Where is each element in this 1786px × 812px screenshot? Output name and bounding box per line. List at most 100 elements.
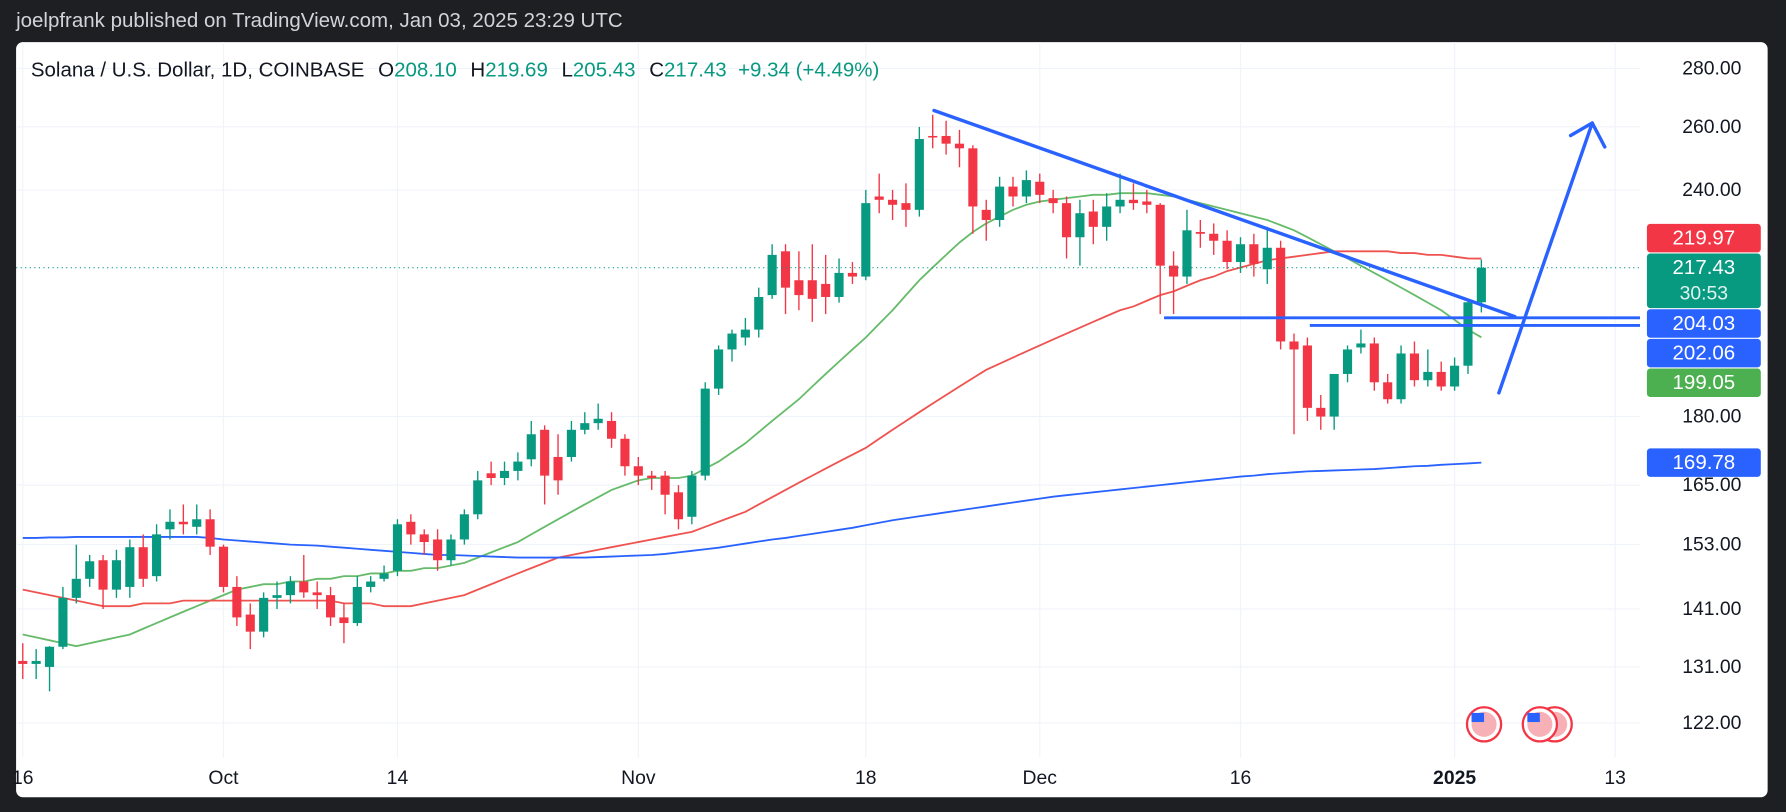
candle-body (1021, 180, 1031, 197)
candle-body (807, 280, 817, 299)
price-label-box (1646, 253, 1761, 309)
y-tick-label: 153.00 (1682, 534, 1741, 556)
ohlc-value: 205.43 (573, 58, 636, 81)
candle-body (1450, 365, 1460, 387)
candle-body (1463, 302, 1473, 366)
y-tick-label: 180.00 (1682, 406, 1741, 428)
candle-body (553, 456, 563, 481)
candle-body (1356, 343, 1366, 348)
candle-body (419, 534, 429, 543)
ohlc-value: 219.69 (485, 58, 548, 81)
ohlc-key: C (649, 58, 664, 81)
x-tick-label: Oct (208, 767, 239, 789)
candle-body (1182, 230, 1192, 277)
candle-body (1369, 343, 1379, 383)
price-label-box (1646, 338, 1761, 368)
x-tick-label: 13 (1604, 767, 1626, 789)
candle-body (31, 660, 41, 664)
moving-average-line (22, 461, 1482, 559)
candle-body (1262, 247, 1272, 270)
candle-body (714, 349, 724, 389)
candle-body (312, 592, 322, 596)
candle-body (98, 560, 108, 590)
candle-body (540, 429, 550, 476)
candle-body (995, 186, 1005, 221)
countdown-label: 30:53 (1680, 282, 1728, 304)
price-label: 169.78 (1673, 451, 1736, 474)
candle-body (1142, 201, 1152, 205)
ohlc-value: 208.10 (394, 58, 457, 81)
candle-body (767, 254, 777, 296)
x-tick-label: 16 (1230, 767, 1252, 789)
candle-body (1061, 203, 1072, 238)
candle-body (1423, 371, 1433, 381)
candle-body (459, 514, 469, 540)
candle-body (954, 143, 965, 149)
candle-body (1383, 382, 1393, 400)
candle-body (1329, 373, 1339, 417)
candle-body (1222, 240, 1232, 263)
price-label: 217.43 (1673, 256, 1736, 279)
price-label: 202.06 (1673, 342, 1736, 365)
candle-body (1209, 233, 1219, 241)
y-tick-label: 141.00 (1682, 598, 1741, 620)
price-label-box (1646, 223, 1761, 253)
price-label-box (1646, 309, 1761, 338)
candle-body (111, 560, 122, 590)
candle-body (165, 521, 175, 530)
x-tick-label: 18 (855, 767, 877, 789)
overlay: Solana / U.S. Dollar, 1D, COINBASE O208.1… (12, 57, 1761, 789)
candle-body (44, 646, 55, 667)
candle-body (513, 461, 523, 471)
candle-body (446, 539, 456, 561)
publisher-line: joelpfrank published on TradingView.com,… (15, 9, 623, 32)
candle-body (834, 272, 844, 297)
candle-body (1436, 371, 1446, 387)
trendline (932, 108, 1517, 319)
candle-body (366, 581, 376, 587)
candle-body (888, 199, 898, 205)
candle-body (1102, 206, 1112, 227)
candle-body (620, 438, 630, 467)
candle-body (58, 597, 68, 647)
candle-body (85, 561, 95, 579)
candle-body (847, 272, 857, 277)
price-label: 199.05 (1673, 371, 1736, 394)
candle-body (1075, 213, 1085, 238)
event-flag (1465, 706, 1503, 743)
candle-body (580, 423, 590, 430)
candle-body (1249, 244, 1259, 264)
candle-body (1302, 345, 1312, 408)
candle-body (687, 475, 697, 517)
candle-body (1289, 341, 1299, 350)
candle-body (406, 521, 416, 535)
candle-body (1316, 407, 1326, 417)
candle-body (794, 280, 804, 296)
candle-body (981, 209, 991, 221)
candle-body (1476, 267, 1486, 303)
candle-body (259, 597, 269, 632)
ohlc-key: L (562, 58, 573, 81)
candle-body (1008, 186, 1018, 197)
price-label: 204.03 (1673, 312, 1736, 335)
candle-body (566, 429, 576, 457)
candle-body (125, 547, 135, 587)
candle-body (486, 473, 496, 478)
candle-body (178, 521, 188, 525)
moving-average-line (22, 192, 1482, 648)
candle-body (1169, 265, 1179, 277)
y-tick-label: 165.00 (1682, 474, 1741, 496)
candle-body (968, 148, 978, 207)
x-tick-label: 16 (12, 767, 34, 789)
x-tick-label: 14 (387, 767, 409, 789)
candle-body (1409, 353, 1420, 381)
candle-body (821, 283, 831, 297)
candle-body (232, 586, 242, 618)
price-label-box (1646, 448, 1761, 477)
candle-body (205, 519, 215, 547)
x-tick-label: 2025 (1433, 767, 1476, 789)
candle-body (1342, 349, 1353, 374)
y-tick-label: 122.00 (1682, 712, 1741, 734)
candle-body (499, 470, 510, 478)
